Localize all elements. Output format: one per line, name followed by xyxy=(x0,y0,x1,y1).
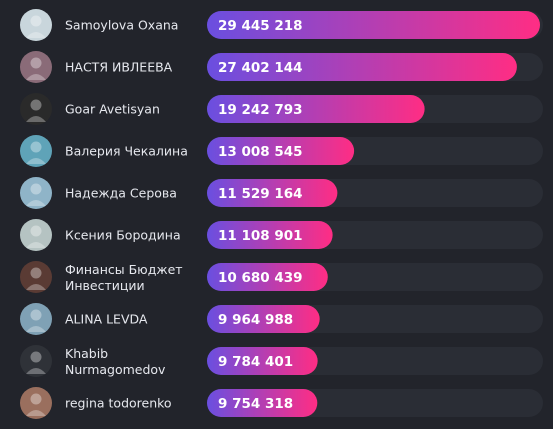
avatar xyxy=(20,387,52,419)
avatar-body-shape xyxy=(26,326,46,332)
avatar-head-shape xyxy=(30,351,42,363)
avatar-body-shape xyxy=(26,74,46,80)
avatar-circle xyxy=(20,303,52,335)
avatar-circle xyxy=(20,93,52,125)
category-label: Финансы Бюджет Инвестиции xyxy=(65,262,183,293)
avatar-body-shape xyxy=(26,368,46,374)
avatar-head-shape xyxy=(30,393,42,405)
value-bar xyxy=(207,11,540,39)
avatar xyxy=(20,135,52,167)
chart-row: НАСТЯ ИВЛЕЕВА 27 402 144 xyxy=(20,51,543,83)
category-label: НАСТЯ ИВЛЕЕВА xyxy=(65,60,173,75)
avatar-circle xyxy=(20,135,52,167)
value-label: 9 754 318 xyxy=(218,396,293,412)
avatar-body-shape xyxy=(26,410,46,416)
avatar-body-shape xyxy=(26,116,46,122)
avatar-head-shape xyxy=(30,99,42,111)
avatar-circle xyxy=(20,345,52,377)
avatar-body-shape xyxy=(26,158,46,164)
value-bar xyxy=(207,305,320,333)
chart-row: Надежда Серова 11 529 164 xyxy=(20,177,543,209)
value-bar xyxy=(207,389,318,417)
value-bar xyxy=(207,347,318,375)
category-label: Надежда Серова xyxy=(65,186,177,201)
avatar-circle xyxy=(20,387,52,419)
category-label: Ксения Бородина xyxy=(65,228,181,243)
chart-row: Ксения Бородина 11 108 901 xyxy=(20,219,543,251)
avatar-body-shape xyxy=(26,284,46,290)
category-label: Goar Avetisyan xyxy=(65,102,160,117)
avatar xyxy=(20,345,52,377)
chart-row: Samoylova Oxana 29 445 218 xyxy=(20,9,543,41)
avatar-head-shape xyxy=(30,309,42,321)
avatar-head-shape xyxy=(30,15,42,27)
value-label: 13 008 545 xyxy=(218,144,303,160)
avatar xyxy=(20,93,52,125)
avatar-head-shape xyxy=(30,57,42,69)
category-label: Khabib Nurmagomedov xyxy=(65,346,166,377)
avatar xyxy=(20,219,52,251)
avatar-head-shape xyxy=(30,141,42,153)
chart-row: Khabib Nurmagomedov 9 784 401 xyxy=(20,345,543,377)
value-label: 27 402 144 xyxy=(218,60,303,76)
chart-row: Goar Avetisyan 19 242 793 xyxy=(20,93,543,125)
avatar-circle xyxy=(20,51,52,83)
avatar xyxy=(20,51,52,83)
value-bar xyxy=(207,137,355,165)
value-bar xyxy=(207,53,517,81)
avatar-circle xyxy=(20,177,52,209)
value-bar xyxy=(207,263,328,291)
value-label: 11 108 901 xyxy=(218,228,303,244)
avatar-body-shape xyxy=(26,242,46,248)
chart-row: Финансы Бюджет Инвестиции 10 680 439 xyxy=(20,261,543,293)
category-label: Валерия Чекалина xyxy=(65,144,188,159)
avatar-head-shape xyxy=(30,267,42,279)
avatar-circle xyxy=(20,9,52,41)
avatar-head-shape xyxy=(30,183,42,195)
avatar xyxy=(20,177,52,209)
category-label: Samoylova Oxana xyxy=(65,18,178,33)
category-label: regina todorenko xyxy=(65,396,172,411)
chart-row: regina todorenko 9 754 318 xyxy=(20,387,543,419)
value-bar xyxy=(207,221,333,249)
avatar xyxy=(20,303,52,335)
avatar-body-shape xyxy=(26,200,46,206)
value-label: 9 784 401 xyxy=(218,354,293,370)
value-bar xyxy=(207,95,425,123)
avatar xyxy=(20,261,52,293)
value-label: 19 242 793 xyxy=(218,102,303,118)
chart-row: Валерия Чекалина 13 008 545 xyxy=(20,135,543,167)
chart-row: ALINA LEVDA 9 964 988 xyxy=(20,303,543,335)
category-label: ALINA LEVDA xyxy=(65,312,148,327)
value-label: 29 445 218 xyxy=(218,18,303,34)
value-label: 9 964 988 xyxy=(218,312,293,328)
avatar xyxy=(20,9,52,41)
avatar-circle xyxy=(20,219,52,251)
avatar-circle xyxy=(20,261,52,293)
avatar-head-shape xyxy=(30,225,42,237)
value-label: 10 680 439 xyxy=(218,270,303,286)
avatar-body-shape xyxy=(26,32,46,38)
value-label: 11 529 164 xyxy=(218,186,303,202)
value-bar xyxy=(207,179,338,207)
